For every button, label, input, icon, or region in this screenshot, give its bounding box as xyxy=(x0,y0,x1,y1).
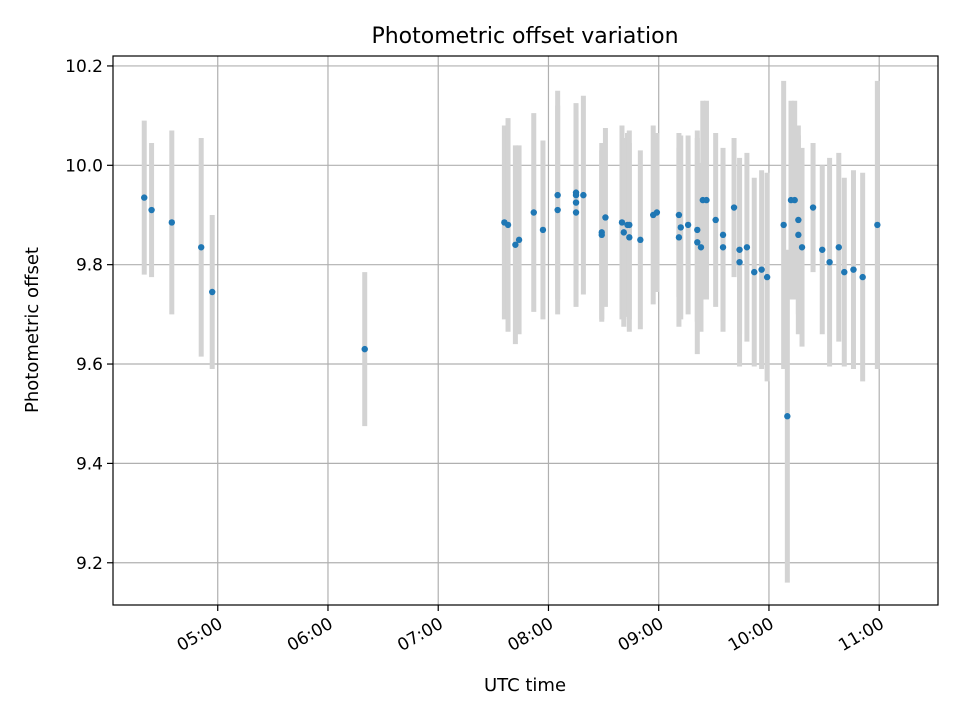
data-point xyxy=(620,229,628,236)
data-point xyxy=(784,413,791,420)
chart-title: Photometric offset variation xyxy=(371,24,678,49)
axis-ticks: 05:00 06:00 07:00 08:00 09:00 10:00 11:00 9.2 9.… xyxy=(65,57,888,656)
data-point xyxy=(780,221,787,229)
data-point xyxy=(798,244,806,251)
data-point xyxy=(554,191,561,199)
data-point xyxy=(572,199,580,206)
data-point xyxy=(602,214,609,221)
data-point xyxy=(168,219,175,226)
y-axis-label: Photometric offset xyxy=(22,247,43,413)
y-tick-label: 9.4 xyxy=(76,454,103,474)
data-point xyxy=(677,224,684,231)
data-point xyxy=(626,234,633,241)
data-point xyxy=(653,209,661,216)
data-point xyxy=(694,239,701,246)
data-point xyxy=(618,219,626,226)
data-point xyxy=(197,244,205,251)
data-point xyxy=(736,246,743,253)
data-point xyxy=(712,216,719,224)
y-tick-label: 9.6 xyxy=(76,355,103,375)
data-point xyxy=(512,241,519,248)
data-point xyxy=(826,258,833,266)
x-tick-label: 08:00 xyxy=(505,614,557,656)
data-point xyxy=(141,194,148,201)
data-point xyxy=(743,244,751,251)
data-point xyxy=(841,268,848,276)
data-point xyxy=(819,246,826,253)
data-point xyxy=(637,236,644,244)
y-tick-label: 9.8 xyxy=(76,256,103,276)
data-point xyxy=(697,244,705,251)
x-tick-label: 11:00 xyxy=(835,614,887,656)
data-point xyxy=(730,204,738,211)
data-point xyxy=(763,273,771,281)
data-point xyxy=(580,191,587,199)
error-bars xyxy=(141,80,880,583)
data-point xyxy=(694,226,701,234)
data-point xyxy=(736,258,743,266)
data-point xyxy=(554,206,561,214)
plot-frame xyxy=(112,55,939,606)
y-tick-label: 10.2 xyxy=(65,57,103,77)
x-axis-label: UTC time xyxy=(484,675,566,696)
x-tick-label: 07:00 xyxy=(394,614,446,656)
data-point xyxy=(361,345,368,353)
data-point xyxy=(859,273,866,281)
x-tick-label: 05:00 xyxy=(174,614,226,656)
data-point xyxy=(675,234,683,241)
data-point xyxy=(758,266,765,273)
data-point xyxy=(530,209,537,216)
data-point xyxy=(684,221,692,229)
data-point xyxy=(703,196,710,204)
data-point xyxy=(791,196,798,204)
data-point xyxy=(515,236,523,244)
data-point xyxy=(209,288,216,296)
data-point xyxy=(719,231,727,239)
data-point xyxy=(572,209,580,216)
data-point xyxy=(598,231,605,239)
data-point xyxy=(539,226,547,234)
x-tick-label: 10:00 xyxy=(725,614,777,656)
data-point xyxy=(835,244,842,251)
y-tick-label: 9.2 xyxy=(76,554,103,574)
data-points xyxy=(141,189,881,420)
data-point xyxy=(795,231,802,239)
data-point xyxy=(719,244,727,251)
data-point xyxy=(850,266,857,273)
data-point xyxy=(809,204,817,211)
data-point xyxy=(795,216,802,224)
x-tick-label: 06:00 xyxy=(284,614,336,656)
data-point xyxy=(874,221,881,229)
data-point xyxy=(148,206,155,214)
y-tick-label: 10.0 xyxy=(65,156,103,176)
data-point xyxy=(751,268,758,276)
grid-lines xyxy=(113,56,938,605)
data-point xyxy=(675,211,683,219)
data-point xyxy=(504,221,512,229)
data-point xyxy=(626,221,633,229)
data-point xyxy=(572,191,580,199)
x-tick-label: 09:00 xyxy=(615,614,667,656)
